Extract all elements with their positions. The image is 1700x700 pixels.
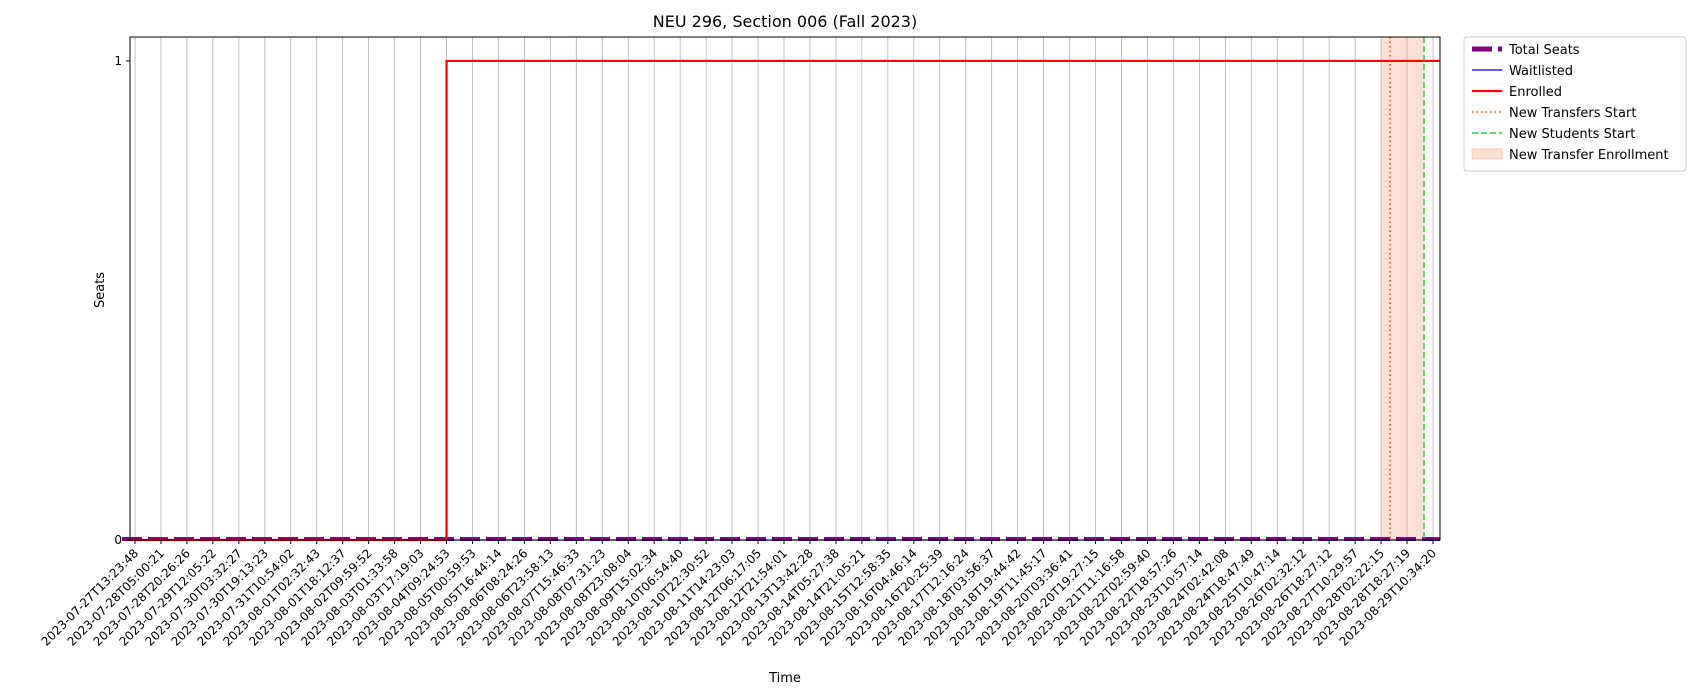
x-ticks: 2023-07-27T13:23:482023-07-28T05:00:2120… — [39, 540, 1439, 649]
y-axis-label: Seats — [93, 272, 108, 308]
y-ticks: 01 — [114, 54, 130, 547]
annotation-lines — [1389, 37, 1425, 540]
y-tick-label: 0 — [114, 533, 122, 547]
x-axis-label: Time — [768, 671, 801, 686]
legend-swatch-new-transfer-enrollment — [1471, 148, 1503, 160]
legend-label-new-students-start: New Students Start — [1509, 127, 1635, 142]
plot-frame — [129, 36, 1441, 541]
legend-label-enrolled: Enrolled — [1509, 85, 1562, 100]
y-tick-label: 1 — [114, 54, 122, 68]
legend-label-new-transfer-enrollment: New Transfer Enrollment — [1509, 148, 1669, 163]
plot-border — [129, 36, 1441, 541]
legend-label-waitlisted: Waitlisted — [1509, 64, 1573, 79]
new-transfer-enrollment-span — [1381, 37, 1425, 540]
legend-label-new-transfers-start: New Transfers Start — [1509, 106, 1636, 121]
legend: Total Seats Waitlisted Enrolled New Transfe… — [1463, 36, 1687, 172]
chart-title: NEU 296, Section 006 (Fall 2023) — [653, 12, 917, 31]
annotation-spans — [1381, 37, 1425, 540]
legend-label-total-seats: Total Seats — [1508, 43, 1580, 58]
legend-box — [1463, 36, 1687, 172]
plot-area — [130, 37, 1440, 540]
plot-background — [130, 37, 1440, 540]
